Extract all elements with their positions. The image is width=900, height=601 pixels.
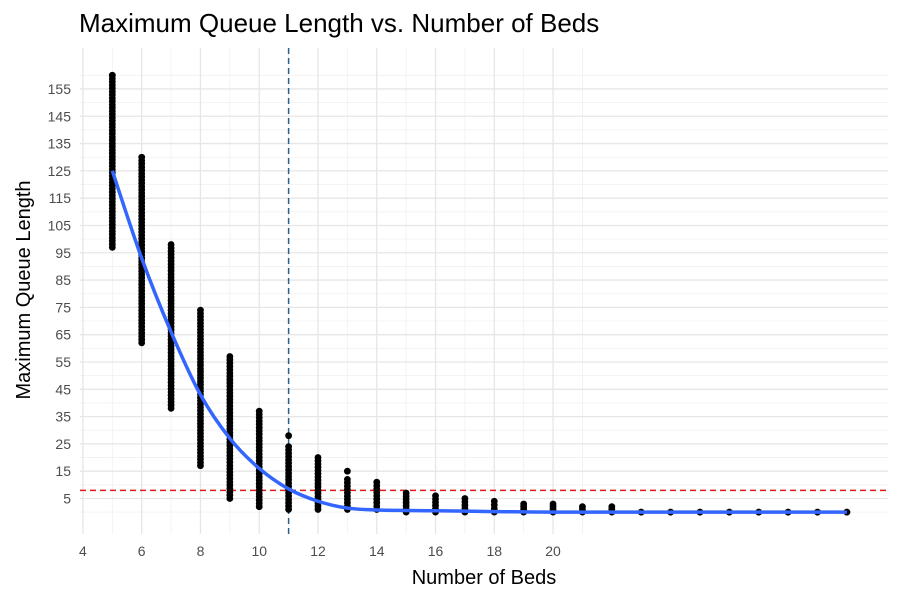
data-point (579, 503, 586, 511)
x-tick-label: 20 (545, 543, 561, 559)
data-point (197, 306, 204, 314)
bed-count-group (343, 467, 351, 513)
data-point (255, 407, 263, 415)
y-tick-label: 85 (55, 272, 71, 288)
bed-count-group (138, 153, 146, 347)
y-tick-label: 25 (55, 436, 71, 452)
y-tick-label: 15 (55, 463, 71, 479)
data-point-outlier (285, 432, 293, 440)
data-point (343, 475, 351, 483)
x-axis-title: Number of Beds (412, 567, 557, 589)
y-tick-label: 105 (48, 217, 72, 233)
bed-count-group (314, 454, 322, 513)
bed-count-group (108, 71, 116, 251)
data-point-outlier (343, 467, 351, 475)
y-tick-label: 65 (55, 327, 71, 343)
y-tick-label: 5 (63, 491, 71, 507)
y-tick-label: 55 (55, 354, 71, 370)
y-tick-label: 155 (48, 81, 72, 97)
data-point (402, 489, 410, 497)
smooth-line (110, 170, 847, 514)
bed-count-group (373, 478, 381, 513)
smooth-trend (110, 170, 847, 514)
data-point (226, 353, 234, 360)
x-tick-label: 10 (251, 543, 267, 559)
bed-count-group (226, 353, 234, 502)
x-tick-labels: 4 6 8 10 12 14 16 18 20 (79, 543, 561, 559)
y-axis-title: Maximum Queue Length (13, 180, 35, 399)
x-tick-label: 8 (197, 543, 205, 559)
bed-count-group (197, 306, 204, 470)
data-point (461, 495, 469, 502)
x-tick-label: 14 (369, 543, 385, 559)
x-tick-label: 6 (138, 543, 146, 559)
data-point (373, 478, 381, 486)
y-tick-label: 75 (55, 299, 71, 315)
bed-count-group (285, 432, 293, 513)
data-point (285, 443, 293, 451)
x-tick-label: 18 (486, 543, 502, 559)
data-point (549, 500, 557, 508)
data-point-outlier (108, 71, 116, 79)
y-tick-label: 35 (55, 409, 71, 425)
x-tick-label: 4 (79, 543, 87, 559)
y-tick-label: 135 (48, 136, 72, 152)
data-point (608, 503, 616, 511)
bed-count-group (255, 407, 263, 511)
y-tick-label: 45 (55, 381, 71, 397)
data-point (167, 241, 175, 248)
chart-title: Maximum Queue Length vs. Number of Beds (79, 8, 599, 38)
y-tick-label: 115 (49, 190, 72, 206)
x-tick-label: 16 (428, 543, 444, 559)
gridlines (80, 48, 888, 534)
data-point (490, 497, 498, 505)
data-point (314, 454, 322, 461)
data-point (138, 153, 146, 161)
y-tick-label: 125 (48, 163, 72, 179)
y-tick-labels: 5 15 25 35 45 55 65 75 85 95 105 115 125 135 145 155 (48, 81, 72, 507)
data-point (432, 492, 439, 500)
y-tick-label: 145 (48, 108, 72, 124)
data-point (520, 500, 528, 508)
x-tick-label: 12 (310, 543, 326, 559)
y-tick-label: 95 (55, 245, 71, 261)
